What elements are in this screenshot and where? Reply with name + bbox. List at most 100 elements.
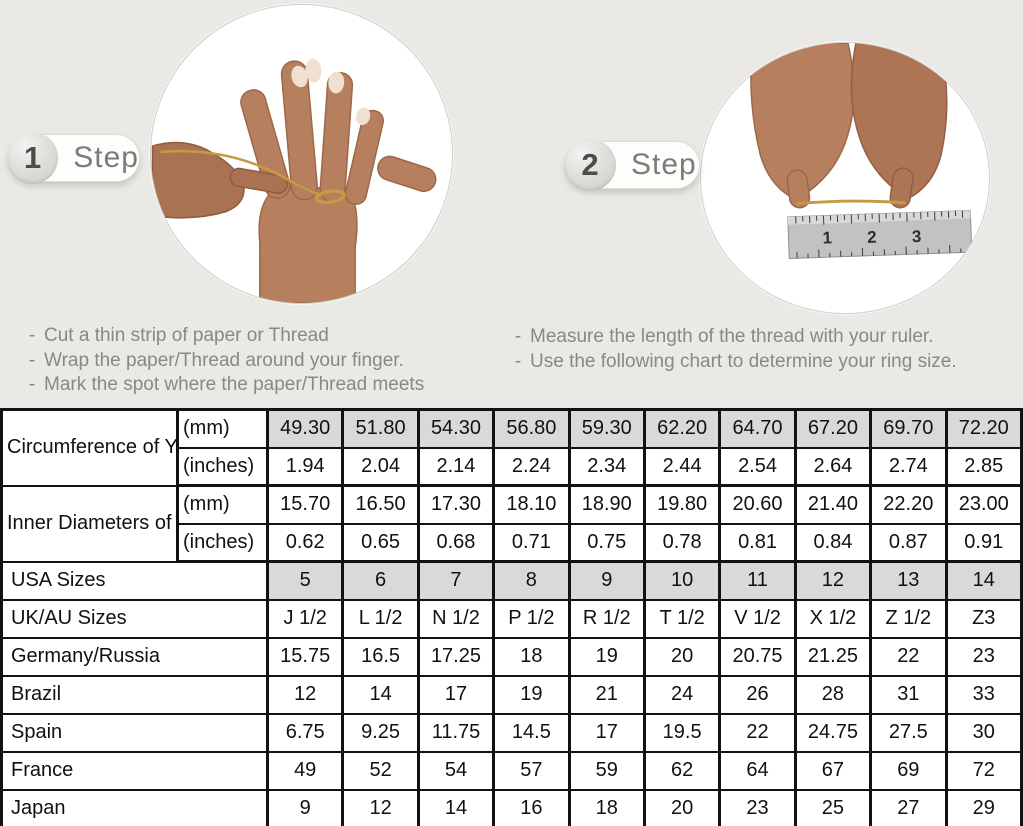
instruction-line: - Cut a thin strip of paper or Thread — [20, 324, 424, 349]
size-value-cell: J 1/2 — [265, 598, 345, 639]
row-label: UK/AU Sizes — [0, 598, 269, 639]
ruler-number: 2 — [867, 228, 877, 247]
size-value-cell: 51.80 — [341, 408, 420, 449]
size-value-cell: 18 — [492, 636, 571, 677]
table-row: Germany/Russia 15.75 16.5 17.25 18 19 20 20.75 2… — [0, 636, 1023, 677]
size-value-cell: 14 — [416, 788, 496, 826]
size-value-cell: 11 — [718, 560, 797, 601]
size-value-cell: 14 — [944, 560, 1023, 601]
row-unit-label: (inches) — [176, 446, 269, 487]
size-value-cell: 17 — [416, 674, 496, 715]
table-row: Circumference of Your Finger(mm)49.3051.… — [0, 408, 1023, 487]
size-value-cell: 20.60 — [718, 484, 797, 525]
size-value-cell: 20 — [642, 636, 722, 677]
size-value-cell: 28 — [793, 674, 873, 715]
size-value-cell: 15.75 — [265, 636, 345, 677]
table-row: Spain 6.75 9.25 11.75 14.5 17 19.5 22 24.75 27.5 3… — [0, 712, 1023, 753]
size-value-cell: 2.24 — [492, 446, 571, 487]
size-value-cell: 67.20 — [793, 408, 873, 449]
size-value-cell: 13 — [869, 560, 948, 601]
table-row: France 49 52 54 57 59 62 64 67 69 72 — [0, 750, 1023, 791]
size-value-cell: P 1/2 — [492, 598, 571, 639]
bullet: - — [514, 326, 522, 347]
table-row: Japan 9 12 14 16 18 20 23 25 27 29 — [0, 788, 1023, 826]
size-value-cell: 0.84 — [793, 522, 873, 563]
fingernails-icon — [291, 58, 371, 126]
size-value-cell: 57 — [492, 750, 571, 791]
size-value-cell: T 1/2 — [642, 598, 722, 639]
size-value-cell: 19 — [567, 636, 646, 677]
size-value-cell: Z 1/2 — [869, 598, 948, 639]
instruction-text: Mark the spot where the paper/Thread mee… — [44, 374, 425, 395]
table-row: (inches) 1.94 2.04 2.14 2.24 2.34 2.44 2.54 2.64… — [2, 446, 1023, 487]
size-value-cell: 17.30 — [416, 484, 496, 525]
size-value-cell: 27.5 — [869, 712, 948, 753]
instruction-text: Use the following chart to determine you… — [530, 350, 957, 372]
size-value-cell: 2.04 — [341, 446, 420, 487]
size-value-cell: R 1/2 — [567, 598, 646, 639]
size-value-cell: V 1/2 — [718, 598, 797, 639]
size-value-cell: 25 — [793, 788, 873, 826]
size-value-cell: 19.5 — [642, 712, 722, 753]
size-value-cell: 33 — [944, 674, 1023, 715]
size-value-cell: 2.64 — [793, 446, 873, 487]
size-value-cell: 18.90 — [567, 484, 646, 525]
size-value-cell: 17 — [567, 712, 646, 753]
size-value-cell: 0.71 — [492, 522, 571, 563]
instruction-text: Wrap the paper/Thread around your finger… — [44, 349, 404, 371]
ruler-icon: 1 2 3 — [787, 209, 973, 260]
instruction-line: - Use the following chart to determine y… — [506, 350, 957, 375]
size-value-cell: 49.30 — [265, 408, 345, 449]
size-value-cell: 21.25 — [793, 636, 873, 677]
bullet: - — [28, 349, 36, 371]
size-value-cell: N 1/2 — [416, 598, 496, 639]
size-chart-section: Circumference of Your Finger(mm) 49.3051.… — [0, 408, 1023, 826]
ruler-number: 3 — [912, 227, 922, 246]
instruction-line: - Wrap the paper/Thread around your fing… — [20, 349, 424, 374]
ring-size-conversion-table: Circumference of Your Finger(mm) 49.3051.… — [0, 408, 1023, 826]
size-value-cell: 24 — [642, 674, 722, 715]
hand-with-thread-photo-icon — [151, 5, 451, 303]
measuring-thread-with-ruler-photo-icon: 1 2 3 — [701, 43, 989, 313]
size-value-cell: 59 — [567, 750, 646, 791]
size-value-cell: 2.14 — [416, 446, 496, 487]
size-value-cell: 20.75 — [718, 636, 797, 677]
size-value-cell: 69.70 — [869, 408, 948, 449]
size-value-cell: 23 — [718, 788, 797, 826]
left-hand-icon — [750, 43, 855, 209]
size-value-cell: 67 — [793, 750, 873, 791]
row-label: Circumference of Your Finger — [0, 408, 179, 487]
size-value-cell: 20 — [642, 788, 722, 826]
size-value-cell: 23.00 — [944, 484, 1023, 525]
size-value-cell: 12 — [793, 560, 873, 601]
table-row: Brazil 12 14 17 19 21 24 26 28 31 33 — [0, 674, 1023, 715]
size-value-cell: 54.30 — [416, 408, 496, 449]
table-row: USA Sizes 5 6 7 8 9 10 11 12 13 14 — [0, 560, 1023, 601]
table-row: UK/AU Sizes J 1/2 L 1/2 N 1/2 P 1/2 R 1/2 T 1/… — [0, 598, 1023, 639]
size-value-cell: 14.5 — [492, 712, 571, 753]
instruction-line: - Measure the length of the thread with … — [506, 325, 957, 350]
row-label: France — [0, 750, 269, 791]
size-value-cell: 0.78 — [642, 522, 722, 563]
size-value-cell: 11.75 — [416, 712, 496, 753]
size-value-cell: 19.80 — [642, 484, 722, 525]
size-value-cell: 9 — [265, 788, 345, 826]
size-value-cell: 22 — [869, 636, 948, 677]
size-value-cell: 6.75 — [265, 712, 345, 753]
size-value-cell: 22 — [718, 712, 797, 753]
size-value-cell: 8 — [492, 560, 571, 601]
size-value-cell: L 1/2 — [341, 598, 420, 639]
table-row: Inner Diameters of Rings(mm)15.7016.5017… — [0, 484, 1023, 563]
size-value-cell: 18 — [567, 788, 646, 826]
row-label: Inner Diameters of Rings — [0, 484, 179, 563]
size-value-cell: 0.68 — [416, 522, 496, 563]
size-value-cell: 72.20 — [944, 408, 1023, 449]
size-value-cell: 59.30 — [567, 408, 646, 449]
helper-hand-icon — [151, 141, 289, 219]
row-unit-label: (mm) — [176, 484, 269, 525]
size-value-cell: 14 — [341, 674, 420, 715]
size-value-cell: 21.40 — [793, 484, 873, 525]
right-hand-icon — [850, 43, 948, 209]
size-value-cell: 16 — [492, 788, 571, 826]
